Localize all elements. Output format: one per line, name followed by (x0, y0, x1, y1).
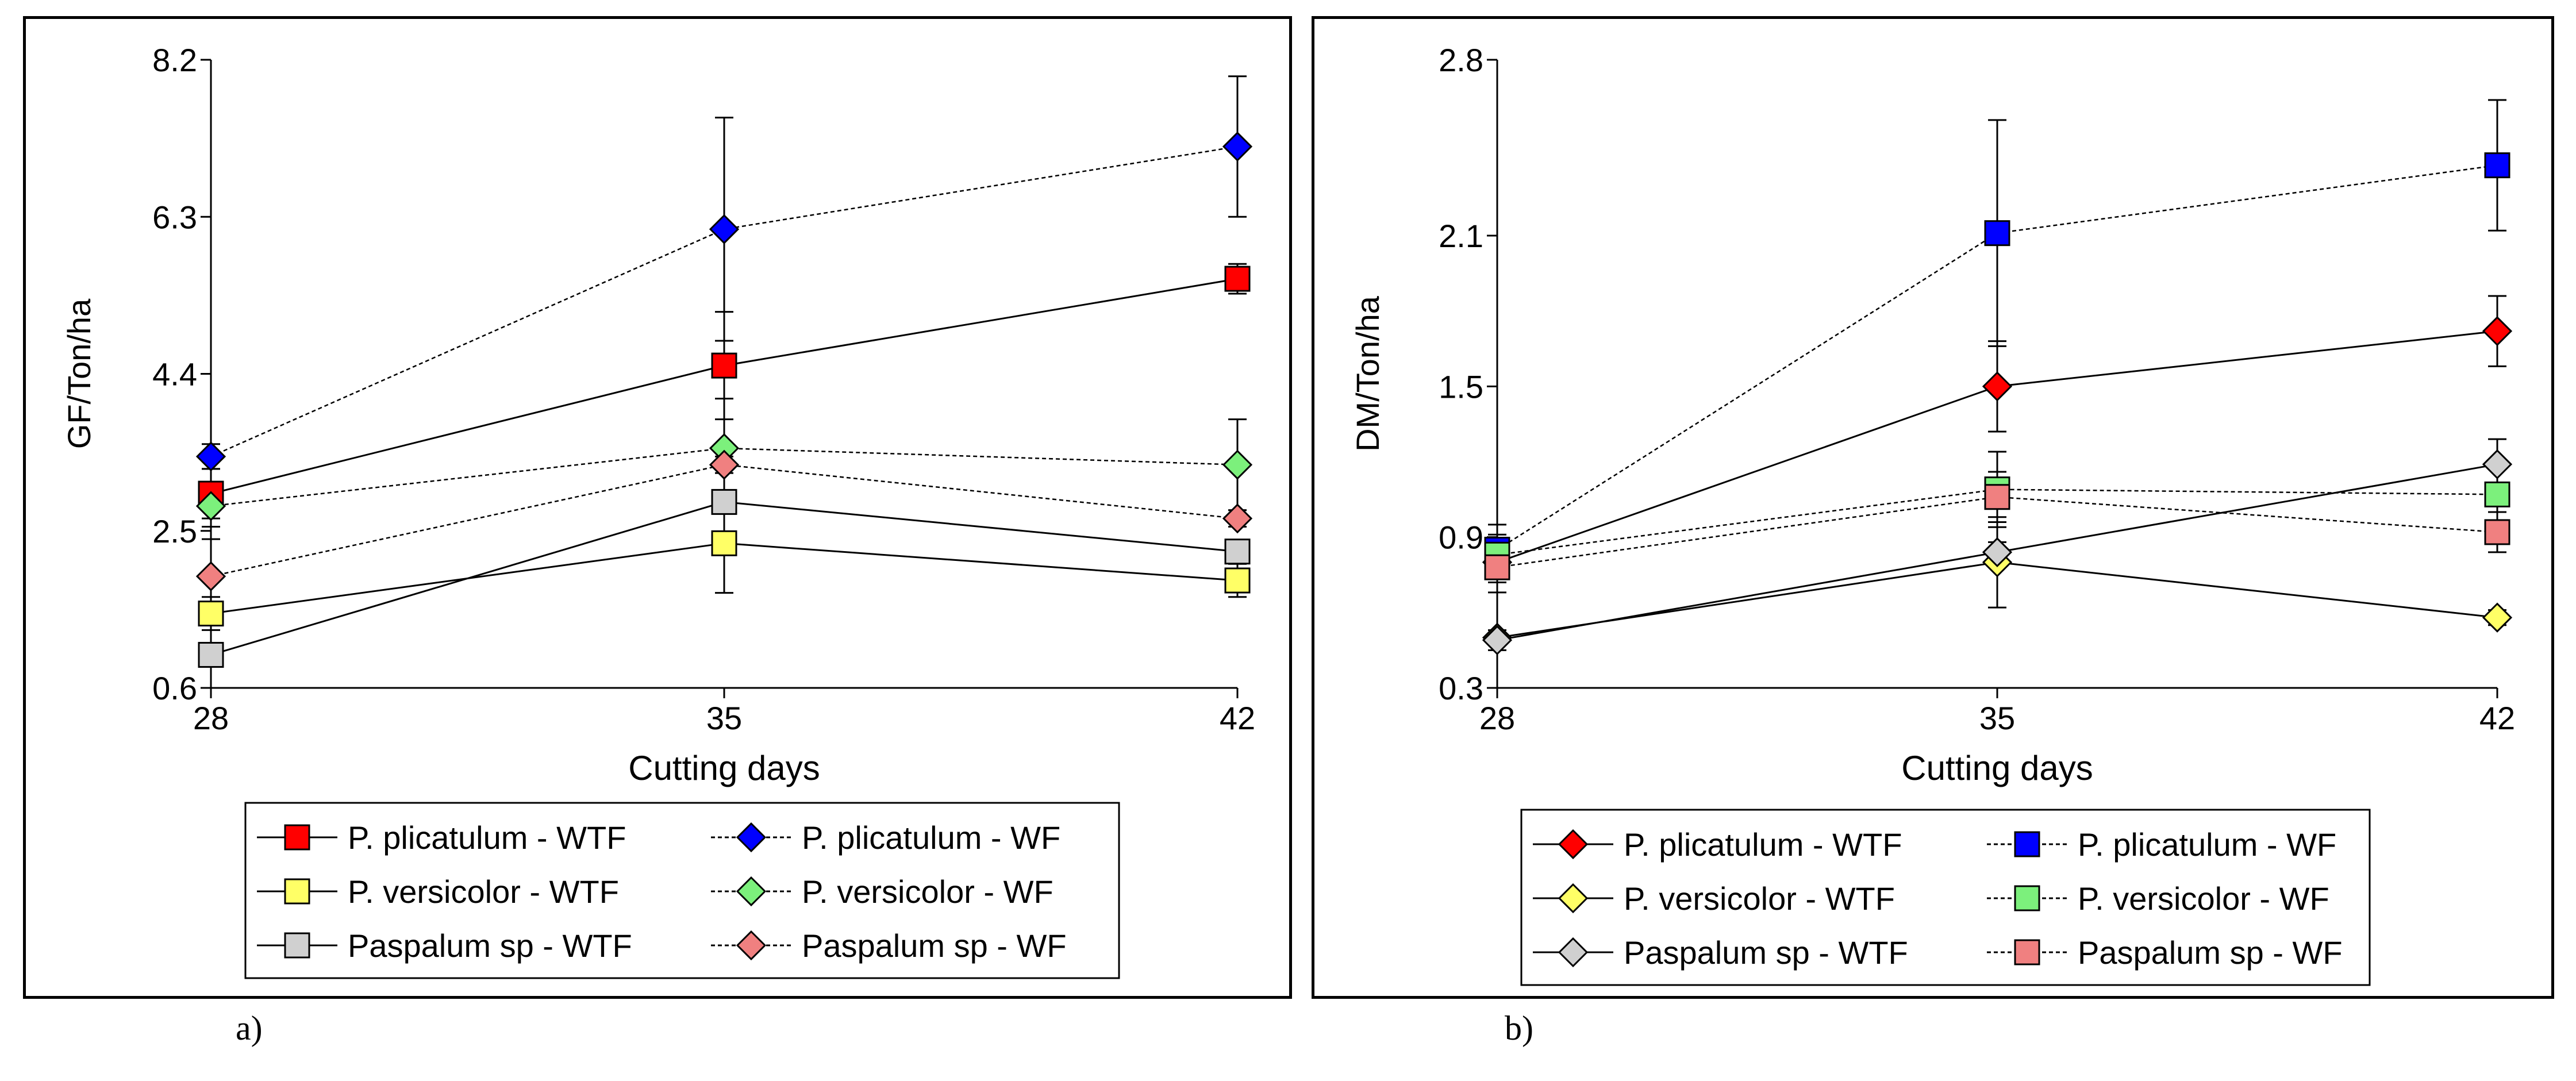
x-tick-label: 42 (2479, 700, 2515, 736)
legend-marker (2014, 939, 2040, 965)
data-point (1222, 131, 1253, 162)
data-point (198, 601, 224, 627)
chart-panel-b: 0.3 0.9 1.5 2.1 2.8 28 35 42 Cutting days DM/Ton/… (1312, 16, 2554, 999)
y-axis-label: GF/Ton/ha (61, 298, 97, 449)
legend-label: P. plicatulum - WTF (1624, 826, 1902, 863)
y-tick-label: 6.3 (152, 199, 197, 235)
data-point (1482, 625, 1513, 656)
legend-label: P. versicolor - WF (2078, 880, 2329, 917)
legend-box (1520, 809, 2371, 986)
data-point (709, 449, 740, 480)
data-point (2484, 519, 2510, 545)
legend-marker (2014, 885, 2040, 911)
legend-label: P. plicatulum - WF (2078, 826, 2336, 863)
legend-marker (736, 930, 767, 961)
y-tick-label: 0.3 (1439, 670, 1483, 706)
chart-b-svg: 0.3 0.9 1.5 2.1 2.8 28 35 42 Cutting days DM/Ton/… (1349, 42, 2515, 986)
panel-label-b: b) (1505, 1009, 1533, 1047)
chart-a-svg: 0.6 2.5 4.4 6.3 8.2 28 35 42 Cutting days GF/Ton/… (61, 42, 1255, 979)
y-tick-label: 2.1 (1439, 218, 1483, 254)
data-point (1484, 554, 1510, 580)
legend-label: P. versicolor - WTF (1624, 880, 1895, 917)
data-point (2484, 152, 2510, 179)
data-point (711, 488, 737, 515)
y-tick-label: 2.8 (1439, 42, 1483, 78)
series-line (210, 447, 1238, 507)
x-tick-label: 35 (1979, 700, 2015, 736)
legend-marker (284, 878, 310, 905)
legend-marker (736, 822, 767, 853)
y-tick-label: 4.4 (152, 356, 197, 393)
legend-label: P. plicatulum - WTF (348, 820, 626, 856)
legend-label: Paspalum sp - WTF (1624, 934, 1908, 971)
data-point (195, 561, 226, 591)
legend-marker (736, 876, 767, 907)
data-point (198, 641, 224, 668)
x-tick-label: 42 (1220, 700, 1255, 736)
data-point (2482, 449, 2513, 480)
x-axis-label: Cutting days (628, 749, 820, 787)
x-tick-label: 28 (1479, 700, 1515, 736)
legend-marker (1558, 937, 1589, 968)
legend-label: Paspalum sp - WF (802, 928, 1067, 964)
y-tick-label: 0.6 (152, 670, 197, 706)
y-tick-label: 0.9 (1439, 520, 1483, 556)
legend-label: P. versicolor - WTF (348, 874, 619, 910)
x-tick-label: 35 (706, 700, 742, 736)
data-point (1984, 220, 2010, 247)
data-point (711, 530, 737, 556)
data-point (1222, 503, 1253, 534)
data-point (1224, 567, 1251, 594)
legend-marker (284, 824, 310, 851)
data-point (1224, 538, 1251, 565)
legend-box (244, 802, 1120, 979)
data-point (195, 491, 226, 521)
data-point (2482, 602, 2513, 633)
data-point (2482, 316, 2513, 347)
legend: P. plicatulum - WTF P. plicatulum - WF P. … (1520, 809, 2371, 986)
legend-label: P. versicolor - WF (802, 874, 1054, 910)
x-axis-label: Cutting days (1901, 749, 2093, 787)
legend-label: Paspalum sp - WTF (348, 928, 632, 964)
data-point (1224, 266, 1251, 292)
legend-label: P. plicatulum - WF (802, 820, 1060, 856)
legend-marker (1558, 883, 1589, 914)
data-point (195, 441, 226, 472)
panel-label-a: a) (236, 1009, 263, 1047)
chart-panel-a: 0.6 2.5 4.4 6.3 8.2 28 35 42 Cutting days GF/Ton/… (23, 16, 1292, 999)
legend-marker (284, 932, 310, 959)
data-point (1222, 449, 1253, 480)
legend-marker (2014, 831, 2040, 857)
legend-label: Paspalum sp - WF (2078, 934, 2343, 971)
y-axis-label: DM/Ton/ha (1349, 295, 1386, 452)
data-point (2484, 481, 2510, 507)
y-tick-label: 8.2 (152, 42, 197, 78)
data-point (1982, 537, 2013, 568)
y-tick-label: 2.5 (152, 513, 197, 549)
legend: P. plicatulum - WTF P. plicatulum - WF P. … (244, 802, 1120, 979)
data-point (709, 214, 740, 244)
y-tick-label: 1.5 (1439, 368, 1483, 405)
x-tick-label: 28 (193, 700, 229, 736)
data-point (1982, 371, 2013, 402)
data-point (711, 352, 737, 379)
legend-marker (1558, 829, 1589, 860)
data-point (1984, 484, 2010, 510)
